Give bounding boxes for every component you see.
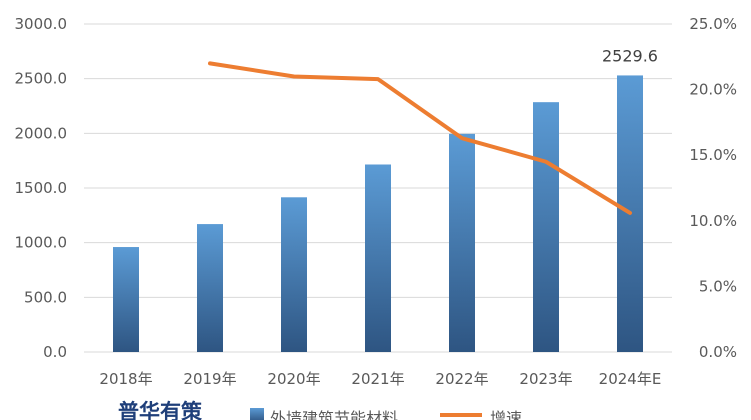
y-right-tick-label: 15.0% bbox=[689, 146, 737, 164]
legend-bar-label: 外墙建筑节能材料 bbox=[270, 409, 398, 420]
x-tick-label: 2019年 bbox=[183, 370, 236, 388]
bar bbox=[449, 133, 475, 352]
bar-data-label: 2529.6 bbox=[602, 46, 658, 65]
bar bbox=[113, 247, 139, 352]
bar bbox=[533, 102, 559, 352]
growth-line-series bbox=[208, 61, 632, 215]
y-left-tick-label: 3000.0 bbox=[15, 15, 68, 33]
legend: 普华有策 外墙建筑节能材料 增速 bbox=[118, 400, 522, 420]
y-left-tick-label: 1500.0 bbox=[15, 179, 68, 197]
logo: 普华有策 bbox=[118, 400, 203, 420]
x-tick-label: 2020年 bbox=[267, 370, 320, 388]
x-tick-label: 2022年 bbox=[435, 370, 488, 388]
bar bbox=[365, 164, 391, 352]
growth-line bbox=[208, 61, 632, 215]
y-left-tick-label: 2000.0 bbox=[15, 124, 68, 142]
x-tick-label: 2018年 bbox=[99, 370, 152, 388]
y-left-tick-label: 0.0 bbox=[43, 343, 67, 361]
y-right-tick-label: 25.0% bbox=[689, 15, 737, 33]
x-axis: 2018年 2019年 2020年 2021年 2022年 2023年 2024年E bbox=[99, 370, 661, 388]
y-right-tick-label: 10.0% bbox=[689, 212, 737, 230]
y-axis-right: 0.0% 5.0% 10.0% 15.0% 20.0% 25.0% bbox=[689, 15, 737, 361]
data-labels: 2529.6 bbox=[602, 46, 658, 65]
y-right-tick-label: 0.0% bbox=[699, 343, 737, 361]
y-right-tick-label: 5.0% bbox=[699, 277, 737, 295]
x-tick-label: 2021年 bbox=[351, 370, 404, 388]
x-tick-label: 2024年E bbox=[599, 370, 662, 388]
bar bbox=[197, 224, 223, 352]
bar-series bbox=[113, 75, 643, 353]
legend-line-label: 增速 bbox=[490, 409, 522, 420]
bar bbox=[281, 197, 307, 352]
legend-bar-swatch bbox=[250, 408, 264, 420]
y-right-tick-label: 20.0% bbox=[689, 81, 737, 99]
y-axis-left: 0.0 500.0 1000.0 1500.0 2000.0 2500.0 3000.0 bbox=[15, 15, 68, 361]
x-tick-label: 2023年 bbox=[519, 370, 572, 388]
y-left-tick-label: 2500.0 bbox=[15, 70, 68, 88]
y-left-tick-label: 500.0 bbox=[24, 288, 67, 306]
y-left-tick-label: 1000.0 bbox=[15, 234, 68, 252]
